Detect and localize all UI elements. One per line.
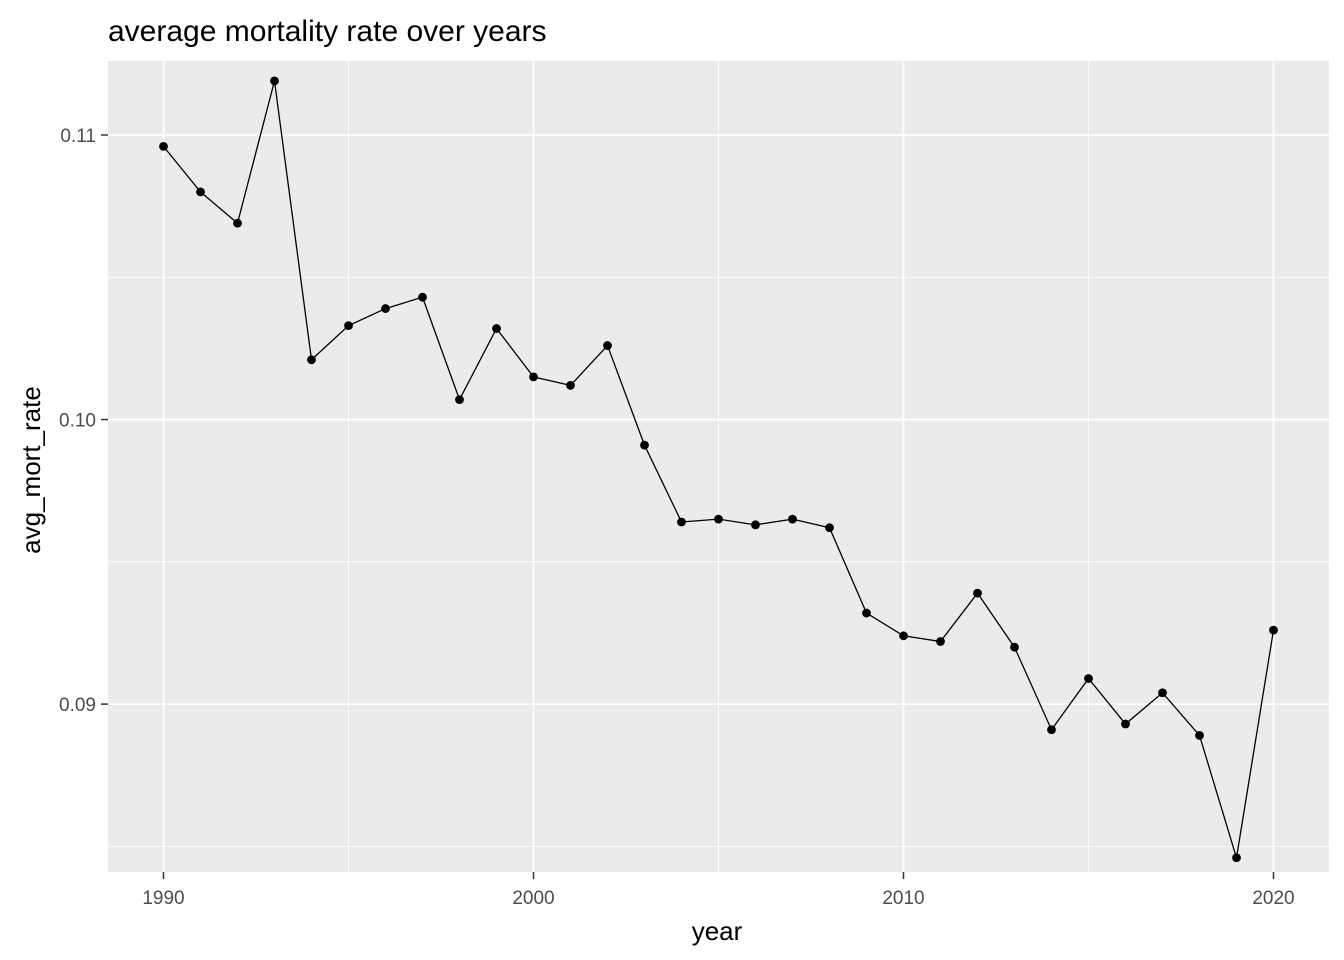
data-point bbox=[566, 381, 575, 390]
data-series bbox=[159, 76, 1278, 863]
data-point bbox=[455, 395, 464, 405]
x-tick-label: 1990 bbox=[142, 888, 184, 909]
y-axis-title: avg_mort_rate bbox=[16, 386, 46, 554]
data-point bbox=[159, 141, 168, 151]
data-point bbox=[1158, 688, 1167, 698]
data-point bbox=[714, 514, 723, 524]
major-gridlines bbox=[108, 61, 1329, 872]
data-point bbox=[233, 218, 242, 228]
data-point bbox=[936, 637, 945, 646]
data-point bbox=[825, 523, 834, 533]
data-point bbox=[751, 520, 760, 530]
data-point bbox=[1232, 853, 1241, 863]
axes: 1990 2000 2010 2020 0.09 0.10 0.11 bbox=[59, 126, 1295, 909]
minor-gridlines bbox=[108, 61, 1329, 872]
data-point bbox=[603, 341, 612, 350]
data-point bbox=[418, 292, 427, 302]
data-point bbox=[1010, 642, 1019, 652]
x-tick-label: 2000 bbox=[512, 888, 554, 909]
data-point bbox=[492, 324, 501, 333]
data-point bbox=[788, 514, 797, 524]
chart-title: average mortality rate over years bbox=[108, 15, 547, 48]
data-point bbox=[1047, 725, 1056, 735]
data-point bbox=[862, 608, 871, 618]
data-point bbox=[270, 76, 279, 86]
data-point bbox=[1121, 719, 1130, 729]
data-point bbox=[677, 517, 686, 527]
data-point bbox=[307, 355, 316, 365]
y-tick-label: 0.11 bbox=[60, 126, 96, 147]
data-point bbox=[973, 588, 982, 598]
x-tick-label: 2010 bbox=[882, 888, 924, 909]
data-point bbox=[899, 631, 908, 641]
data-point bbox=[1269, 625, 1278, 635]
x-tick-label: 2020 bbox=[1252, 888, 1294, 909]
data-point bbox=[529, 372, 538, 382]
data-point bbox=[640, 440, 649, 450]
data-point bbox=[381, 304, 390, 313]
data-point bbox=[1084, 674, 1093, 683]
data-point bbox=[1195, 731, 1204, 740]
y-tick-label: 0.10 bbox=[59, 411, 96, 432]
y-tick-label: 0.09 bbox=[59, 695, 96, 716]
data-point bbox=[196, 187, 205, 197]
x-axis-title: year bbox=[692, 916, 743, 946]
data-point bbox=[344, 321, 353, 331]
